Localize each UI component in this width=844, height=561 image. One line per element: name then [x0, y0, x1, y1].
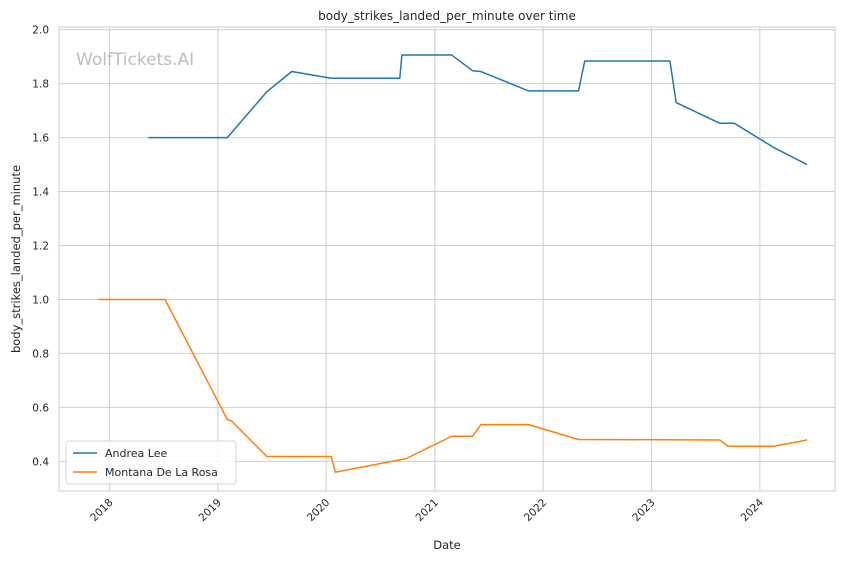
x-tick-label: 2021 [414, 497, 441, 524]
y-tick-label: 1.6 [32, 133, 49, 145]
legend-label-andrea-lee: Andrea Lee [105, 447, 167, 460]
x-tick-labels: 2018 2019 2020 2021 2022 2023 2024 [88, 496, 766, 524]
x-tick-label: 2023 [630, 497, 657, 524]
series-layer [98, 54, 808, 473]
series-line-andrea-lee [148, 54, 808, 166]
y-axis-label: body_strikes_landed_per_minute [9, 165, 23, 353]
y-tick-label: 0.6 [32, 402, 49, 414]
legend-label-montana-de-la-rosa: Montana De La Rosa [105, 466, 218, 479]
y-tick-label: 0.4 [32, 456, 49, 468]
y-tick-label: 2.0 [32, 25, 49, 37]
y-tick-label: 1.0 [32, 294, 49, 306]
plot-frame [58, 26, 836, 492]
legend: Andrea Lee Montana De La Rosa [65, 440, 237, 485]
y-tick-label: 1.8 [32, 79, 49, 91]
x-tick-label: 2024 [739, 496, 767, 524]
x-tick-label: 2018 [88, 497, 115, 524]
series-line-montana-de-la-rosa [98, 298, 808, 473]
x-tick-label: 2019 [197, 497, 224, 524]
x-gridlines [108, 27, 761, 491]
y-tick-label: 1.2 [32, 241, 49, 253]
legend-box [65, 440, 237, 485]
y-tick-label: 1.4 [32, 187, 49, 199]
chart-title: body_strikes_landed_per_minute over time [318, 9, 576, 23]
y-gridlines [59, 29, 835, 462]
y-tick-label: 0.8 [32, 348, 49, 360]
x-axis-label: Date [433, 538, 461, 552]
watermark: WolfTickets.AI [76, 50, 194, 70]
y-tick-labels: 0.4 0.6 0.8 1.0 1.2 1.4 1.6 1.8 2.0 [32, 25, 49, 469]
x-tick-label: 2022 [522, 497, 549, 524]
x-tick-label: 2020 [305, 497, 332, 524]
